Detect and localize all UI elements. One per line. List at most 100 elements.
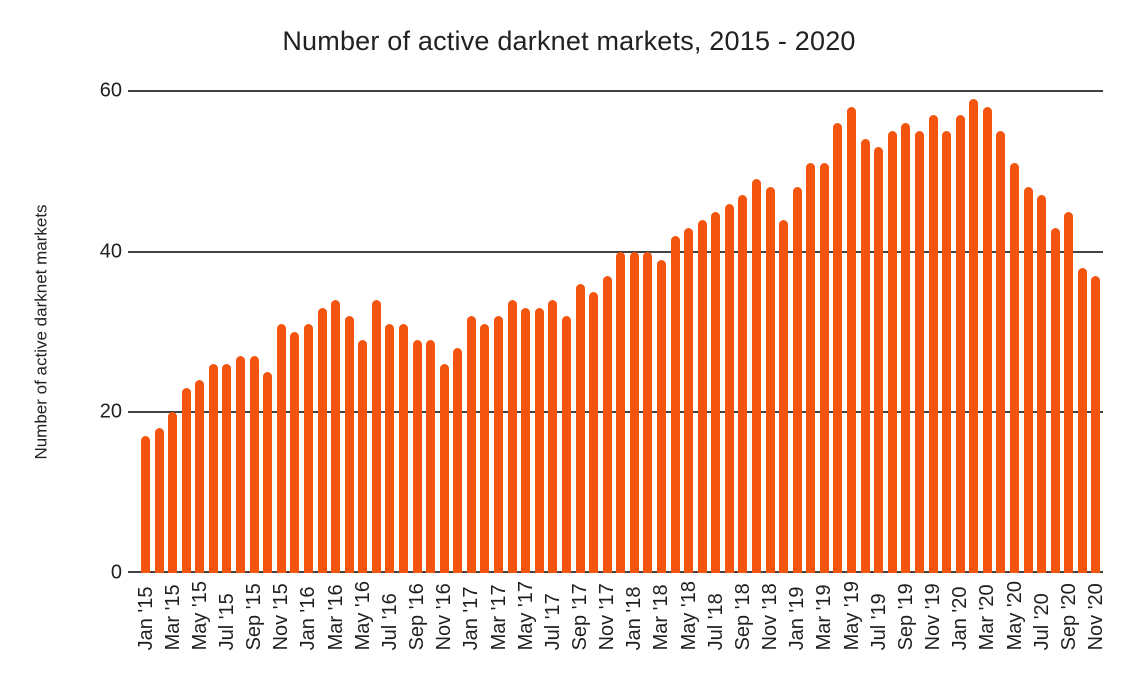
bar xyxy=(806,163,816,573)
x-tick-label: May '16 xyxy=(351,581,374,651)
bar xyxy=(779,219,789,573)
x-tick-slot: Mar '17 xyxy=(488,581,510,650)
x-tick-slot: Jan '19 xyxy=(786,581,808,651)
x-tick-slot: Mar '18 xyxy=(650,581,672,650)
x-tick-label: Jul '19 xyxy=(867,593,890,651)
x-tick-slot: Mar '16 xyxy=(325,581,347,650)
x-tick-label: Nov '15 xyxy=(270,583,293,651)
x-tick-label: Nov '18 xyxy=(759,583,782,651)
y-axis-title: Number of active darknet markets xyxy=(30,91,54,573)
x-tick-slot: May '15 xyxy=(189,581,211,650)
bar xyxy=(914,131,924,573)
y-tick-label: 20 xyxy=(99,400,122,423)
x-tick-label: Jul '16 xyxy=(378,593,401,651)
x-tick-slot: Mar '20 xyxy=(976,581,998,650)
bar xyxy=(575,283,585,573)
x-tick-slot: May '17 xyxy=(515,581,537,650)
x-tick-label: Jul '17 xyxy=(541,593,564,651)
bar xyxy=(765,187,775,573)
bar xyxy=(276,324,286,573)
bar xyxy=(589,291,599,573)
bar xyxy=(1064,211,1074,573)
bar xyxy=(792,187,802,573)
bar xyxy=(453,348,463,573)
x-tick-label: Mar '18 xyxy=(650,584,673,651)
bar xyxy=(222,364,232,573)
x-tick-slot: Jan '16 xyxy=(297,581,319,651)
x-tick-slot: Jan '20 xyxy=(949,581,971,651)
bar xyxy=(982,107,992,573)
x-tick-slot: Mar '15 xyxy=(162,581,184,650)
bar xyxy=(955,115,965,573)
bar xyxy=(887,131,897,573)
bar xyxy=(331,299,341,573)
x-tick-label: Jan '20 xyxy=(949,586,972,651)
bar xyxy=(426,340,436,573)
y-tick-label: 40 xyxy=(99,240,122,263)
bar xyxy=(996,131,1006,573)
x-tick-label: Nov '16 xyxy=(433,583,456,651)
x-tick-label: Sep '18 xyxy=(731,583,754,651)
x-tick-label: May '18 xyxy=(677,581,700,651)
bar xyxy=(548,299,558,573)
bar xyxy=(901,123,911,573)
x-tick-label: Mar '19 xyxy=(813,584,836,651)
bar xyxy=(670,235,680,573)
bar xyxy=(263,372,273,573)
x-tick-label: Jul '18 xyxy=(704,593,727,651)
bar xyxy=(494,315,504,573)
x-tick-label: May '20 xyxy=(1003,581,1026,651)
x-tick-slot: Jul '18 xyxy=(705,581,727,650)
bar xyxy=(249,356,259,573)
x-tick-label: Jul '15 xyxy=(215,593,238,651)
x-tick-slot: Nov '17 xyxy=(596,581,618,650)
x-tick-label: Jan '18 xyxy=(623,586,646,651)
x-tick-label: Mar '20 xyxy=(976,584,999,651)
x-tick-slot: Sep '18 xyxy=(732,581,754,650)
bar xyxy=(371,299,381,573)
bar xyxy=(521,307,531,573)
x-tick-label: Nov '20 xyxy=(1084,583,1107,651)
bar xyxy=(344,315,354,573)
x-tick-slot: Jul '17 xyxy=(542,581,564,650)
bar xyxy=(684,227,694,573)
x-tick-label: Jul '20 xyxy=(1030,593,1053,651)
bar xyxy=(874,147,884,573)
x-tick-label: Mar '17 xyxy=(487,584,510,651)
bar xyxy=(969,99,979,573)
bar xyxy=(358,340,368,573)
bar xyxy=(195,380,205,573)
x-axis-labels: Jan '15 Mar '15 May '15 Jul '15 Sep '15 Nov '… xyxy=(135,581,1107,651)
x-tick-slot: Nov '20 xyxy=(1085,581,1107,650)
bar xyxy=(833,123,843,573)
bar xyxy=(1010,163,1019,573)
x-tick-label: Nov '19 xyxy=(922,583,945,651)
bar xyxy=(860,139,870,573)
x-tick-slot: Sep '17 xyxy=(569,581,591,650)
x-tick-slot: Jul '15 xyxy=(216,581,238,650)
bar xyxy=(208,364,218,573)
gridline-y-20 xyxy=(128,411,1103,414)
bar xyxy=(181,388,191,573)
x-tick-slot: Nov '19 xyxy=(922,581,944,650)
x-tick-slot: Nov '18 xyxy=(759,581,781,650)
bar xyxy=(303,324,313,573)
bar xyxy=(317,307,327,573)
bar xyxy=(656,259,666,573)
x-tick-slot: Jan '18 xyxy=(623,581,645,651)
bar xyxy=(1050,227,1060,573)
bar xyxy=(928,115,938,573)
x-tick-slot: Nov '16 xyxy=(433,581,455,650)
x-tick-slot: Sep '20 xyxy=(1058,581,1080,650)
plot-area: Jan '15 Mar '15 May '15 Jul '15 Sep '15 Nov '… xyxy=(128,90,1107,650)
x-tick-label: Sep '20 xyxy=(1057,583,1080,651)
bar xyxy=(643,251,653,573)
x-tick-label: Sep '19 xyxy=(894,583,917,651)
x-tick-label: Mar '16 xyxy=(324,584,347,651)
x-tick-label: Mar '15 xyxy=(161,584,184,651)
x-tick-slot: Sep '16 xyxy=(406,581,428,650)
bar xyxy=(1023,187,1033,573)
x-tick-slot: May '16 xyxy=(352,581,374,650)
x-tick-slot: May '19 xyxy=(841,581,863,650)
